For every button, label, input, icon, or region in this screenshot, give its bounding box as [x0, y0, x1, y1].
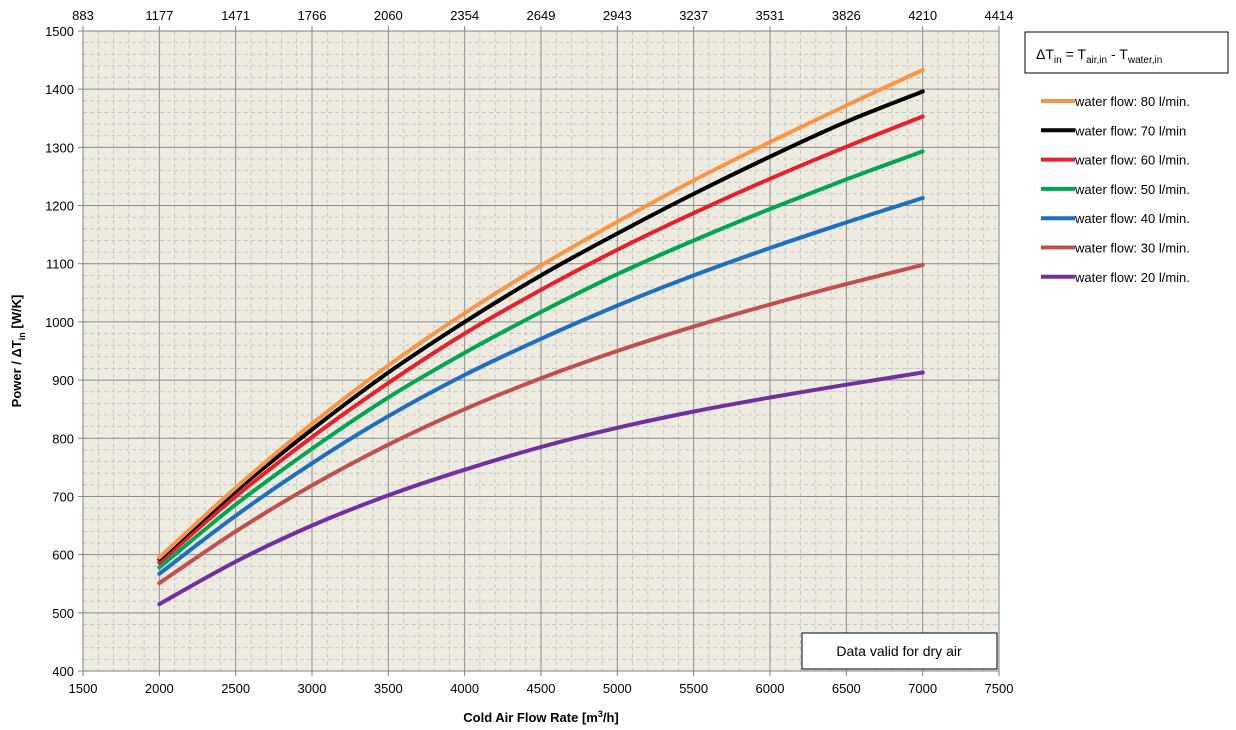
- x-tick-label: 7000: [908, 681, 937, 696]
- y-tick-label: 800: [52, 431, 74, 446]
- note-text: Data valid for dry air: [836, 643, 962, 659]
- series-line-20-lpm: [157, 370, 925, 607]
- top-tick-label: 2354: [450, 8, 479, 23]
- y-tick-label: 1400: [45, 82, 74, 97]
- y-tick-label: 600: [52, 548, 74, 563]
- x-tick-label: 6000: [756, 681, 785, 696]
- formula-text: ΔTin = Tair,in - Twater,in: [1036, 46, 1162, 66]
- legend-label: water flow: 20 l/min.: [1074, 270, 1190, 285]
- y-tick-label: 900: [52, 373, 74, 388]
- top-tick-label: 1471: [221, 8, 250, 23]
- top-tick-label: 2649: [527, 8, 556, 23]
- legend: water flow: 80 l/min. water flow: 70 l/mi…: [1041, 94, 1190, 285]
- top-tick-label: 1177: [145, 8, 173, 23]
- y-tick-label: 1500: [45, 24, 74, 39]
- y-tick-label: 1000: [45, 315, 74, 330]
- note-box: Data valid for dry air: [801, 632, 998, 670]
- y-axis-title: Power / ΔTin [W/K]: [9, 295, 27, 408]
- y-tick-label: 700: [52, 489, 74, 504]
- top-axis-tick-labels: 883 1177 1471 1766 2060 2354 2649 2943 3237 3531 3…: [72, 8, 1013, 31]
- legend-label: water flow: 60 l/min.: [1074, 153, 1190, 168]
- series-line-70-lpm: [157, 89, 925, 562]
- series-line-50-lpm: [157, 149, 925, 570]
- legend-label: water flow: 70 l/min: [1074, 123, 1186, 138]
- y-tick-label: 1300: [45, 140, 74, 155]
- x-tick-label: 5000: [603, 681, 632, 696]
- x-tick-label: 3000: [298, 681, 327, 696]
- top-tick-label: 2060: [374, 8, 403, 23]
- series-layer: [157, 68, 925, 607]
- x-axis-title: Cold Air Flow Rate [m3/h]: [463, 709, 618, 725]
- x-tick-labels: 1500 2000 2500 3000 3500 4000 4500 5000 5500 6000…: [69, 671, 1014, 696]
- y-tick-label: 1200: [45, 199, 74, 214]
- legend-label: water flow: 80 l/min.: [1074, 94, 1190, 109]
- series-line-60-lpm: [157, 114, 925, 565]
- note-box-frame: [801, 632, 998, 670]
- legend-label: water flow: 50 l/min.: [1074, 182, 1190, 197]
- y-tick-labels: 400 500 600 700 800 900 1000 1100 1200 1300 1400 15…: [45, 24, 83, 679]
- series-line-80-lpm: [157, 68, 925, 560]
- top-tick-label: 1766: [298, 8, 327, 23]
- top-tick-label: 3237: [679, 8, 708, 23]
- x-tick-label: 6500: [832, 681, 861, 696]
- x-tick-label: 2500: [221, 681, 250, 696]
- x-tick-label: 2000: [145, 681, 174, 696]
- x-tick-label: 3500: [374, 681, 403, 696]
- top-tick-label: 2943: [603, 8, 632, 23]
- series-line-30-lpm: [157, 262, 925, 586]
- y-tick-label: 500: [52, 606, 74, 621]
- series-line-40-lpm: [157, 196, 925, 576]
- x-tick-label: 1500: [69, 681, 98, 696]
- top-tick-label: 3531: [756, 8, 785, 23]
- x-tick-label: 7500: [985, 681, 1014, 696]
- top-tick-label: 4414: [985, 8, 1014, 23]
- y-tick-label: 400: [52, 664, 74, 679]
- x-tick-label: 4500: [527, 681, 556, 696]
- formula-box: ΔTin = Tair,in - Twater,in: [1024, 31, 1229, 74]
- legend-label: water flow: 40 l/min.: [1074, 211, 1190, 226]
- top-tick-label: 3826: [832, 8, 861, 23]
- y-tick-label: 1100: [46, 257, 74, 272]
- top-tick-label: 4210: [908, 8, 937, 23]
- top-tick-label: 883: [72, 8, 94, 23]
- x-tick-label: 5500: [679, 681, 708, 696]
- formula-box-frame: [1024, 31, 1229, 74]
- legend-label: water flow: 30 l/min.: [1074, 241, 1190, 256]
- x-tick-label: 4000: [450, 681, 479, 696]
